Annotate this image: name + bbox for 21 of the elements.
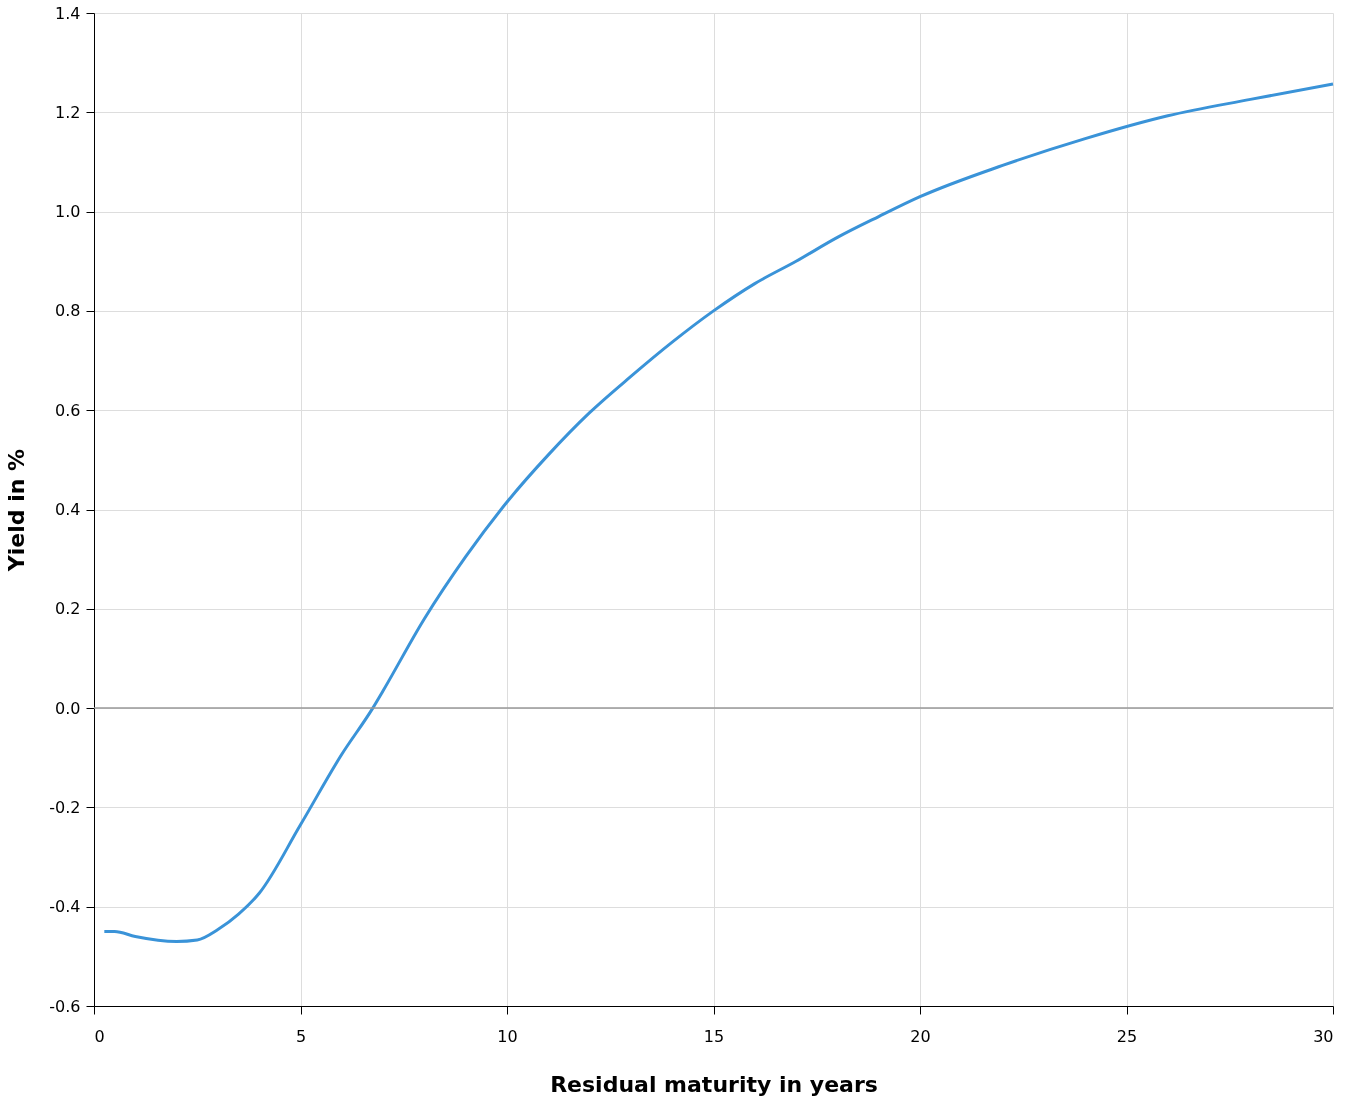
y-tick-label: 0.0: [55, 698, 81, 718]
y-tick-label: 0.6: [55, 400, 81, 420]
x-tick-label: 10: [497, 1026, 518, 1046]
y-tick-label: 1.4: [55, 3, 81, 23]
x-tick-label: 25: [1116, 1026, 1138, 1046]
x-tick-label: 0: [94, 1026, 105, 1046]
y-tick-label: 1.2: [55, 102, 81, 122]
y-tick-label: -0.2: [49, 797, 81, 817]
x-tick-label: 20: [910, 1026, 931, 1046]
x-axis-title: Residual maturity in years: [550, 1071, 878, 1097]
line-series: [102, 82, 1335, 943]
x-tick-label: 15: [703, 1026, 725, 1046]
x-tick-label: 30: [1313, 1026, 1334, 1046]
y-tick-label: -0.6: [49, 996, 81, 1016]
x-tick-label: 5: [295, 1026, 307, 1046]
y-tick-label: 1.0: [55, 202, 81, 222]
y-tick-label: 0.4: [55, 500, 81, 519]
y-tick-label: 0.2: [55, 599, 81, 619]
y-tick-label: -0.4: [49, 897, 81, 917]
y-tick-label: 0.8: [55, 301, 81, 321]
y-axis-title: Yield in %: [4, 448, 30, 573]
